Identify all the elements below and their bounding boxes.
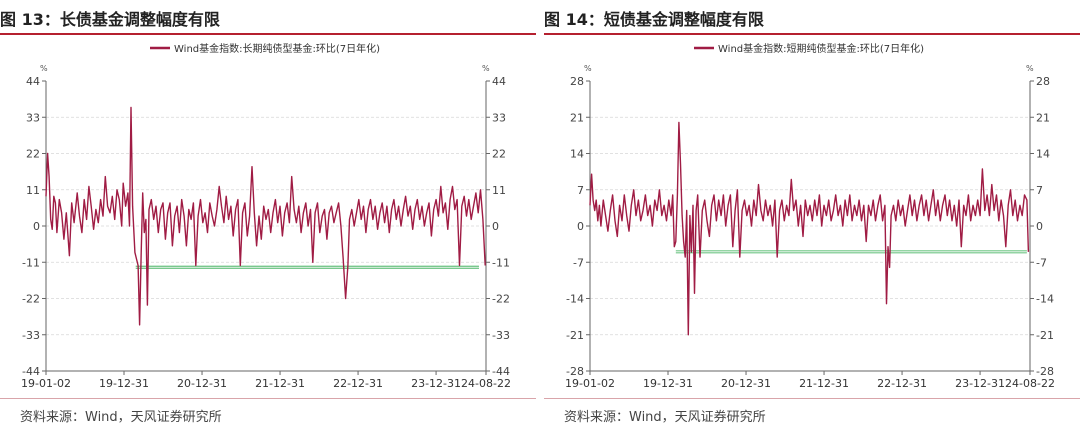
y-tick-label-right: -44 [492, 365, 510, 378]
y-tick-label: -7 [573, 256, 584, 269]
unit-label-right: % [482, 64, 490, 73]
chart-title: 图 13：长债基金调整幅度有限 [0, 10, 220, 29]
x-tick-label: 24-08-22 [461, 377, 511, 390]
y-tick-label: -11 [22, 256, 40, 269]
y-tick-label-right: 33 [492, 111, 506, 124]
y-tick-label-right: -21 [1036, 329, 1054, 342]
y-tick-label: -44 [22, 365, 40, 378]
legend: Wind基金指数:长期纯债型基金:环比(7日年化) [150, 42, 380, 55]
x-tick-label: 20-12-31 [721, 377, 771, 390]
y-tick-label: 44 [26, 75, 40, 88]
series-line [589, 121, 1030, 336]
unit-label-left: % [584, 64, 592, 73]
y-tick-label: -14 [566, 293, 584, 306]
y-tick-label: -22 [22, 293, 40, 306]
y-tick-label-right: 22 [492, 148, 506, 161]
y-tick-label: 0 [577, 220, 584, 233]
y-tick-label-right: 0 [492, 220, 499, 233]
unit-label-right: % [1026, 64, 1034, 73]
y-tick-label-right: -14 [1036, 293, 1054, 306]
source-note: 资料来源：Wind，天风证券研究所 [564, 410, 766, 425]
y-tick-label-right: -11 [492, 256, 510, 269]
y-tick-label-right: -28 [1036, 365, 1054, 378]
x-tick-label: 20-12-31 [177, 377, 227, 390]
title-rule [544, 33, 1080, 35]
x-tick-label: 19-01-02 [21, 377, 71, 390]
unit-label-left: % [40, 64, 48, 73]
y-tick-label: 28 [570, 75, 584, 88]
y-tick-label: 0 [33, 220, 40, 233]
y-tick-label: 7 [577, 184, 584, 197]
y-tick-label-right: -7 [1036, 256, 1047, 269]
legend-label: Wind基金指数:短期纯债型基金:环比(7日年化) [718, 42, 924, 55]
y-tick-label-right: 44 [492, 75, 506, 88]
x-tick-label: 22-12-31 [333, 377, 383, 390]
y-tick-label-right: 7 [1036, 184, 1043, 197]
y-tick-label-right: 14 [1036, 148, 1050, 161]
y-tick-label: 33 [26, 111, 40, 124]
chart-panel-short: 图 14：短债基金调整幅度有限 Wind基金指数:短期纯债型基金:环比(7日年化… [544, 0, 1080, 428]
x-tick-label: 24-08-22 [1005, 377, 1055, 390]
legend: Wind基金指数:短期纯债型基金:环比(7日年化) [694, 42, 924, 55]
chart-title: 图 14：短债基金调整幅度有限 [544, 10, 764, 29]
x-tick-label: 19-12-31 [643, 377, 693, 390]
legend-label: Wind基金指数:长期纯债型基金:环比(7日年化) [174, 42, 380, 55]
y-tick-label-right: -22 [492, 293, 510, 306]
y-tick-label-right: 0 [1036, 220, 1043, 233]
y-tick-label: -28 [566, 365, 584, 378]
y-tick-label-right: 11 [492, 184, 506, 197]
y-tick-label-right: 21 [1036, 111, 1050, 124]
y-tick-label: -33 [22, 329, 40, 342]
title-rule [0, 33, 536, 35]
bottom-rule [0, 398, 536, 399]
y-tick-label-right: 28 [1036, 75, 1050, 88]
x-tick-label: 21-12-31 [799, 377, 849, 390]
y-tick-label: 11 [26, 184, 40, 197]
series-line [45, 106, 486, 326]
x-tick-label: 23-12-31 [411, 377, 461, 390]
y-tick-label-right: -33 [492, 329, 510, 342]
source-note: 资料来源：Wind，天风证券研究所 [20, 410, 222, 425]
y-tick-label: 14 [570, 148, 584, 161]
x-tick-label: 19-12-31 [99, 377, 149, 390]
x-tick-label: 19-01-02 [565, 377, 615, 390]
y-tick-label: 21 [570, 111, 584, 124]
x-tick-label: 23-12-31 [955, 377, 1005, 390]
x-tick-label: 21-12-31 [255, 377, 305, 390]
y-tick-label: -21 [566, 329, 584, 342]
x-tick-label: 22-12-31 [877, 377, 927, 390]
chart-panel-long: 图 13：长债基金调整幅度有限 Wind基金指数:长期纯债型基金:环比(7日年化… [0, 0, 536, 428]
y-tick-label: 22 [26, 148, 40, 161]
bottom-rule [544, 398, 1080, 399]
